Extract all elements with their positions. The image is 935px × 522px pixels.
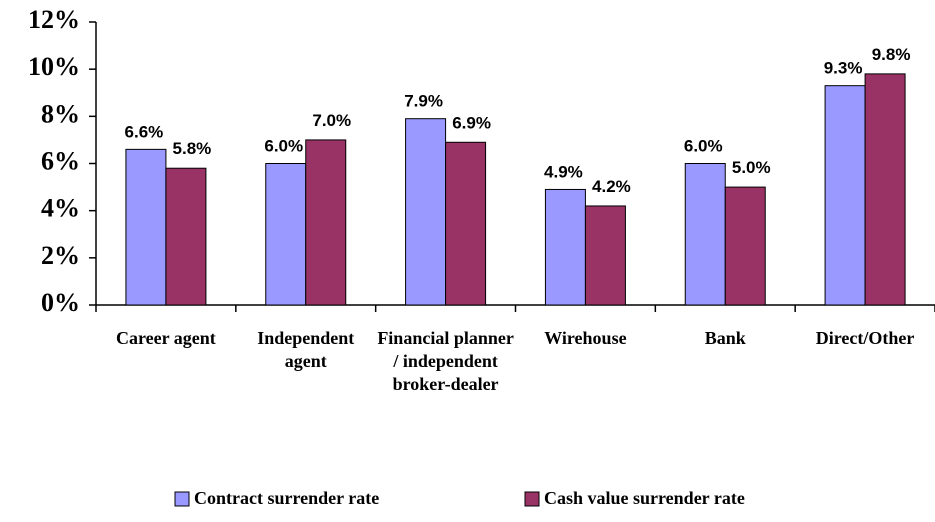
value-label: 5.0% — [732, 158, 771, 177]
value-label: 7.0% — [312, 111, 351, 130]
bar — [125, 148, 167, 306]
x-tick-label: Career agent — [116, 328, 216, 348]
bar — [445, 141, 487, 306]
legend-label: Cash value surrender rate — [544, 488, 745, 508]
legend-label: Contract surrender rate — [194, 488, 379, 508]
x-tick-label: Independent agent — [257, 328, 355, 371]
y-tick-label: 0% — [41, 288, 80, 317]
bar — [864, 73, 906, 306]
y-tick-label: 2% — [41, 241, 80, 270]
legend-swatch — [174, 491, 190, 507]
value-label: 9.3% — [824, 59, 863, 78]
x-tick-label: Financial planner / independent broker-d… — [377, 328, 514, 394]
x-tick-label: Bank — [704, 328, 746, 348]
bar — [544, 188, 586, 306]
x-tick-label-box: Financial planner / independent broker-d… — [377, 328, 514, 394]
bar — [684, 163, 726, 306]
y-tick-label: 6% — [41, 146, 80, 175]
value-label: 4.2% — [592, 177, 631, 196]
bar — [305, 139, 347, 306]
x-tick-label-box: Independent agent — [257, 328, 355, 371]
y-tick-label: 4% — [41, 194, 80, 223]
y-tick-label: 10% — [28, 52, 80, 81]
x-tick-label-box: Bank — [704, 328, 746, 348]
value-label: 9.8% — [872, 45, 911, 64]
bar — [405, 118, 447, 306]
value-label: 6.0% — [684, 137, 723, 156]
value-label: 7.9% — [404, 92, 443, 111]
bar — [165, 167, 207, 306]
y-tick-label: 12% — [28, 5, 80, 34]
x-tick-label-box: Career agent — [116, 328, 216, 348]
legend-swatch — [524, 491, 540, 507]
x-tick-label: Wirehouse — [544, 328, 627, 348]
x-tick-label: Direct/Other — [815, 328, 915, 348]
bar — [584, 205, 626, 306]
bar — [265, 163, 307, 306]
x-tick-label-box: Wirehouse — [544, 328, 627, 348]
value-label: 6.6% — [125, 122, 164, 141]
value-label: 6.9% — [452, 113, 491, 132]
bar — [824, 85, 866, 306]
bar — [724, 186, 766, 306]
y-tick-label: 8% — [41, 99, 80, 128]
value-label: 4.9% — [544, 162, 583, 181]
value-label: 6.0% — [264, 137, 303, 156]
x-tick-label-box: Direct/Other — [815, 328, 915, 348]
value-label: 5.8% — [173, 139, 212, 158]
